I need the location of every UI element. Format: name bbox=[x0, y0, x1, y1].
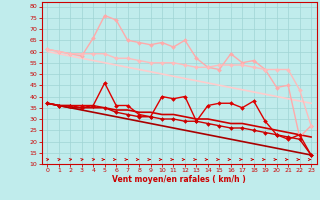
X-axis label: Vent moyen/en rafales ( km/h ): Vent moyen/en rafales ( km/h ) bbox=[112, 175, 246, 184]
